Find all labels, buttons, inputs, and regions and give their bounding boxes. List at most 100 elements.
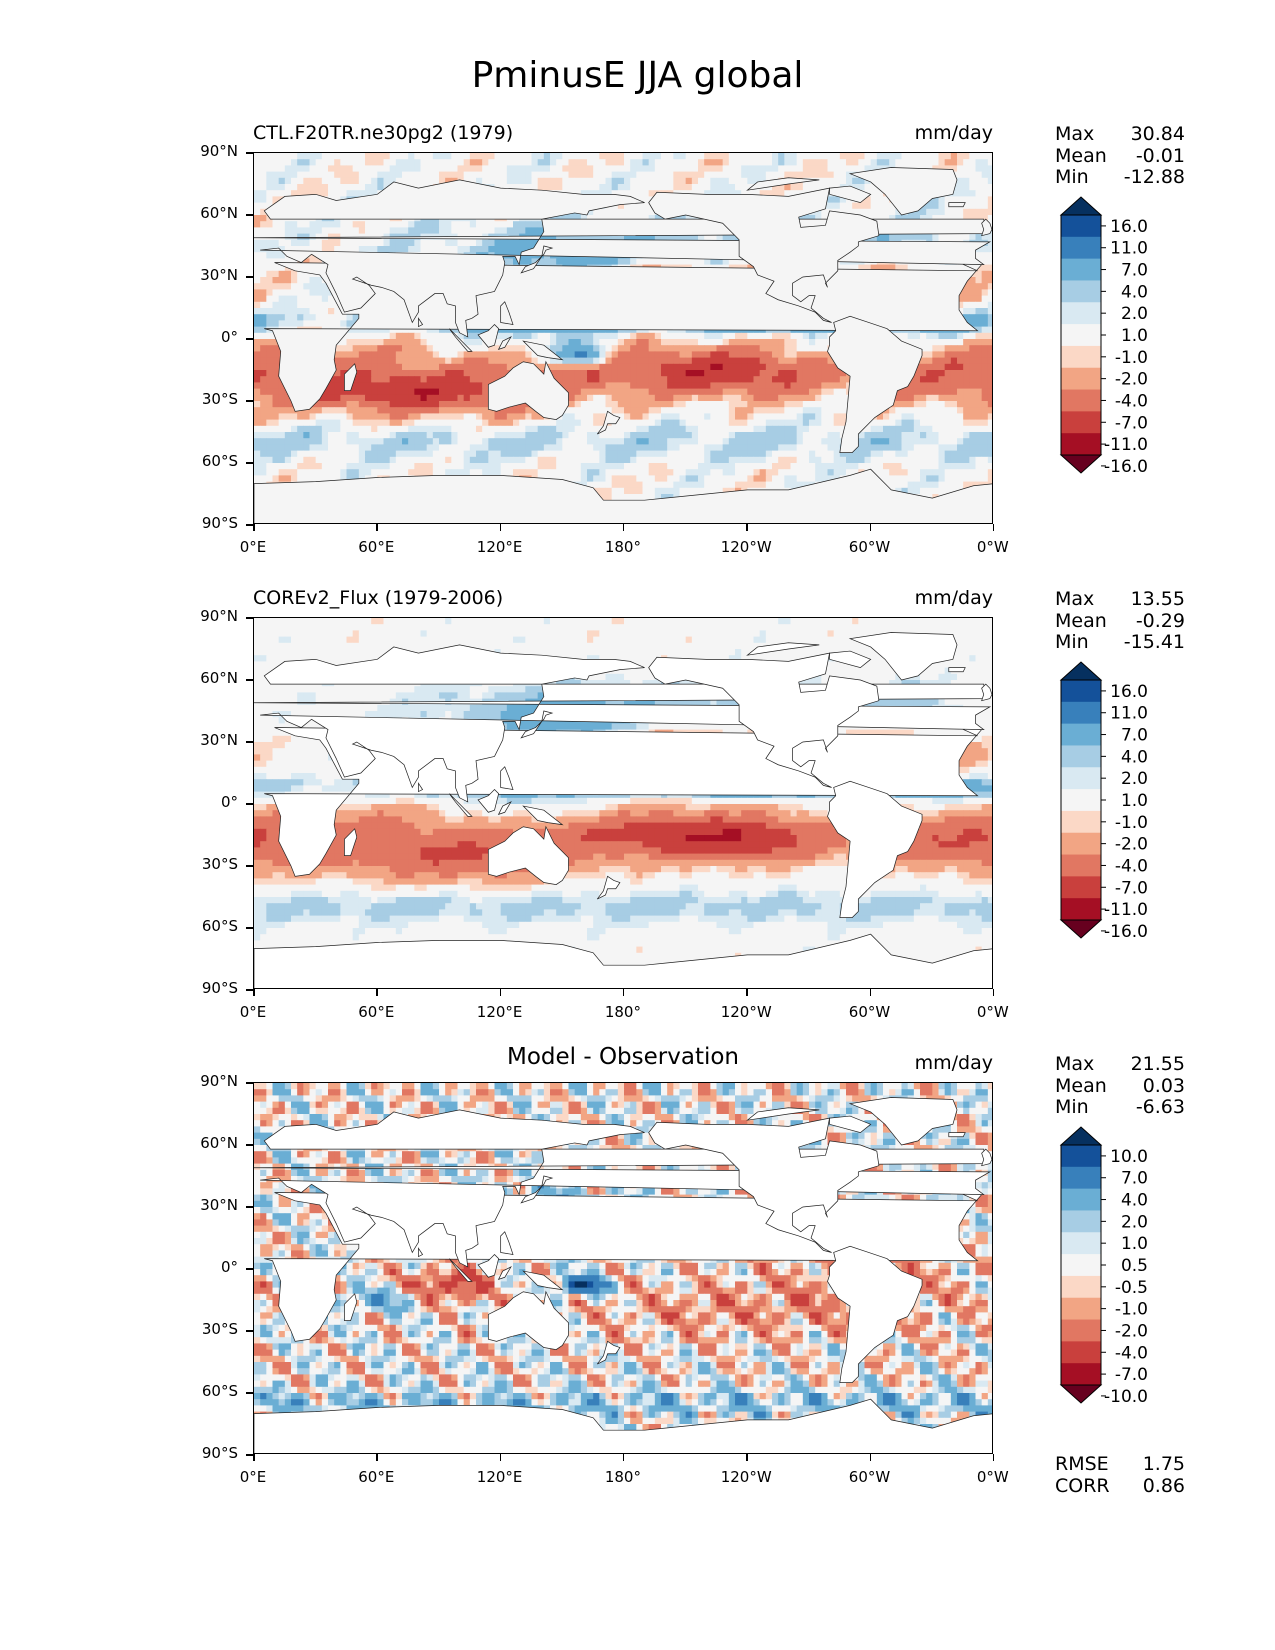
lat-tick-mark [246,1268,253,1270]
colorbar-segment [1061,1254,1101,1277]
lat-tick-mark [246,617,253,619]
colorbar-level-label: 16.0 [1110,682,1148,702]
colorbar-segment [1061,411,1101,434]
lon-tick-label: 120°W [706,538,786,556]
lat-tick-mark [246,338,253,340]
colorbar-level-label: 4.0 [1121,282,1148,302]
colorbar-level-label: -4.0 [1115,856,1148,876]
panel-difference: Model - Observation mm/day 90°N 60°N 30°N 0… [0,1044,1275,1503]
lat-tick-mark [246,1392,253,1394]
land-polygon [596,410,621,435]
colorbar-level-label: -0.5 [1115,1278,1148,1298]
lon-tick-mark [253,524,255,531]
lon-tick-mark [746,524,748,531]
colorbar-level-label: -4.0 [1115,391,1148,411]
colorbar-segment [1061,810,1101,834]
lat-tick-label: 90°S [170,979,238,997]
colorbar-segment [1061,701,1101,725]
lat-tick-label: 0° [170,328,238,346]
land-polygon [487,360,569,420]
lat-tick-label: 60°N [170,204,238,222]
colorbar-segment [1061,1232,1101,1255]
colorbar-level-label: 1.0 [1121,1234,1148,1254]
lon-tick-mark [992,1454,995,1461]
stat-min-label: Min [1055,1096,1089,1119]
colorbar-segment [1061,215,1101,238]
lat-tick-label: 90°N [170,607,238,625]
lat-tick-mark [246,741,253,743]
lat-tick-label: 60°S [170,917,238,935]
land-polygon [981,218,992,237]
land-polygon [500,301,514,325]
rmse-value: 1.75 [1143,1453,1185,1476]
colorbar-extend-min [1059,919,1103,939]
land-polygon [746,1107,820,1121]
lon-tick-label: 60°E [336,1468,416,1486]
land-polygon [981,683,992,702]
lon-tick-mark [499,989,502,996]
stat-mean-value: -0.01 [1136,145,1185,168]
colorbar-level-label: -7.0 [1115,1365,1148,1385]
land-polygon [648,652,880,788]
land-polygon [418,317,424,328]
coastlines [254,1097,992,1453]
colorbar-level-label: 1.0 [1121,791,1148,811]
land-polygon [418,782,424,793]
colorbar-segment [1061,1319,1101,1342]
stat-max-value: 13.55 [1131,588,1185,611]
colorbar-level-label: 4.0 [1121,1191,1148,1211]
lon-tick-mark [869,524,871,531]
land-polygon [497,336,512,350]
land-polygon [981,1148,992,1167]
lon-tick-mark [376,524,378,531]
land-polygon [264,1192,983,1342]
colorbar-segment [1061,898,1101,921]
land-polygon [827,1245,923,1384]
land-polygon [648,1117,880,1253]
colorbar-segment [1061,345,1101,369]
lon-tick-label: 0°W [953,1003,1033,1021]
land-polygon [848,1097,958,1146]
land-polygon [520,245,554,274]
lon-tick-label: 120°E [460,1003,540,1021]
lat-tick-mark [246,214,253,216]
land-polygon [829,185,872,203]
land-polygon [254,1398,992,1453]
colorbar-level-label: 7.0 [1121,1169,1148,1189]
colorbar-segment [1061,324,1101,347]
lat-tick-mark [246,400,253,402]
colorbar-segment [1061,389,1101,412]
colorbar-segment [1061,258,1101,281]
colorbar-extend-max [1059,1126,1103,1146]
coastlines [254,632,992,988]
land-polygon [522,805,564,826]
lat-tick-label: 0° [170,1258,238,1276]
lon-tick-label: 0°W [953,538,1033,556]
lon-tick-mark [746,989,748,996]
stat-max-value: 21.55 [1131,1053,1185,1076]
lat-tick-mark [246,679,253,681]
colorbar-segment [1061,433,1101,456]
colorbar-level-label: 2.0 [1121,1212,1148,1232]
stat-max-label: Max [1055,588,1094,611]
lat-tick-mark [246,1454,253,1456]
colorbar-segment [1061,1145,1101,1168]
land-polygon [848,632,958,681]
lon-tick-label: 0°W [953,1468,1033,1486]
lon-tick-label: 0°E [213,1003,293,1021]
lat-tick-mark [246,1330,253,1332]
panel-title: Model - Observation [253,1044,993,1070]
lat-tick-mark [246,1144,253,1146]
colorbar-level-label: -2.0 [1115,370,1148,390]
lon-tick-mark [869,989,871,996]
lon-tick-mark [253,989,255,996]
lat-tick-mark [246,276,253,278]
panel-title: COREv2_Flux (1979-2006) [253,587,503,609]
land-polygon [254,179,992,338]
colorbar: 16.011.07.04.02.01.0-1.0-2.0-4.0-7.0-11.… [1059,196,1148,477]
colorbar-level-label: 16.0 [1110,217,1148,237]
coastlines [254,167,992,523]
panel-title: CTL.F20TR.ne30pg2 (1979) [253,122,513,144]
stat-min-value: -15.41 [1124,631,1185,654]
corr-label: CORR [1055,1475,1110,1498]
